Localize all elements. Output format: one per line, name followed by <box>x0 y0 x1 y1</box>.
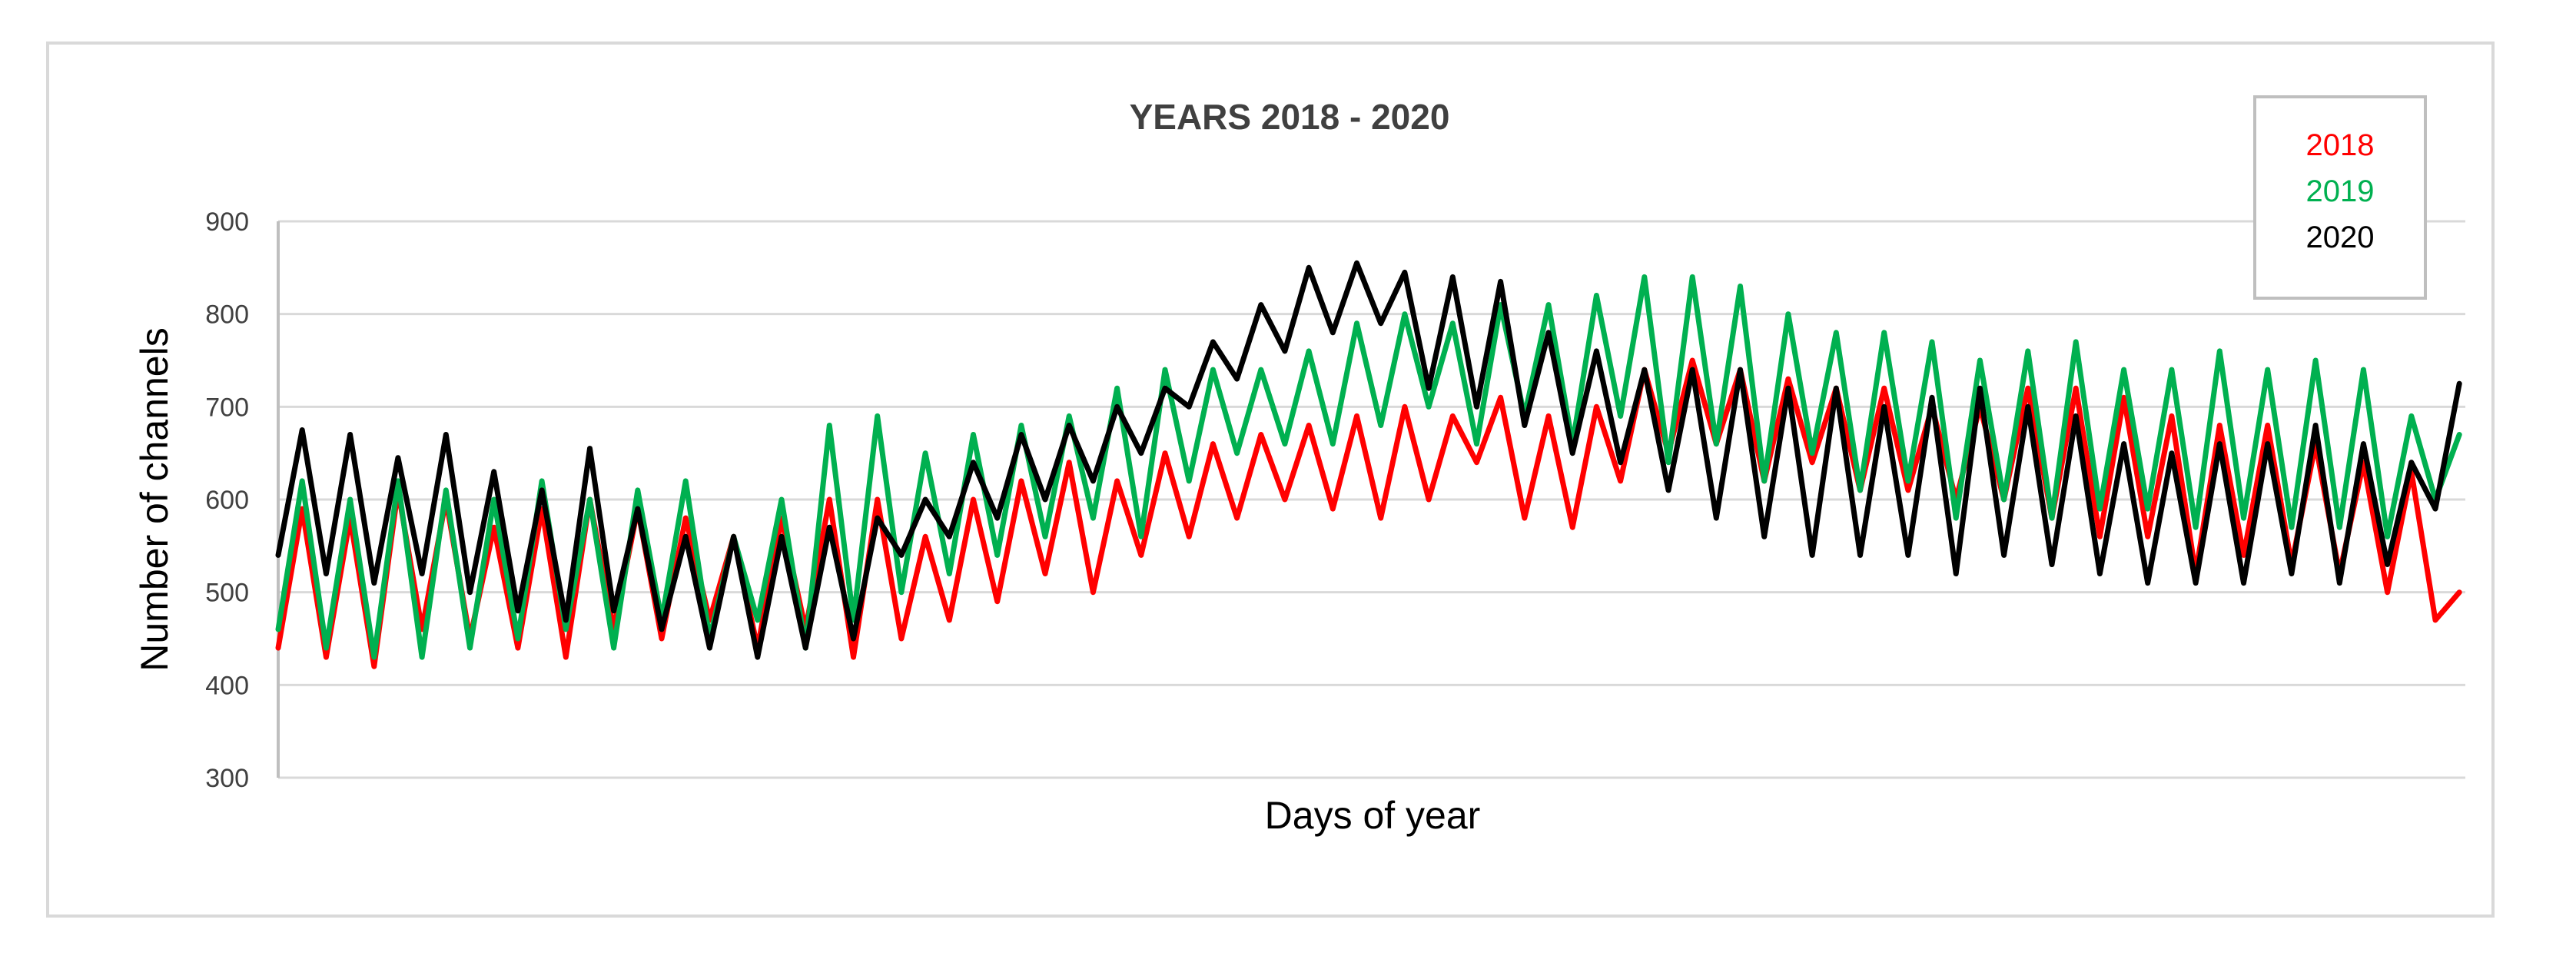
legend-entry-2020: 2020 <box>2306 221 2375 254</box>
legend-entry-2018: 2018 <box>2306 128 2375 162</box>
y-tick-label: 600 <box>205 486 249 515</box>
series-lines <box>275 260 2462 669</box>
series-line-2020 <box>275 260 2462 660</box>
x-axis-label: Days of year <box>1265 794 1481 837</box>
y-tick-label: 300 <box>205 764 249 793</box>
y-tick-labels: 300 400 500 600 700 800 900 <box>205 207 249 793</box>
legend-box <box>2253 95 2427 300</box>
gridlines <box>278 220 2465 779</box>
y-tick-label: 900 <box>205 207 249 237</box>
y-tick-label: 400 <box>205 671 249 700</box>
y-tick-label: 800 <box>205 300 249 330</box>
legend: 2018 2019 2020 <box>2253 95 2427 300</box>
legend-entry-2019: 2019 <box>2306 174 2375 208</box>
chart-title: YEARS 2018 - 2020 <box>1130 97 1450 137</box>
y-tick-label: 500 <box>205 579 249 608</box>
y-axis-label: Number of channels <box>133 327 176 671</box>
series-line-2019 <box>275 274 2462 660</box>
y-tick-label: 700 <box>205 393 249 422</box>
